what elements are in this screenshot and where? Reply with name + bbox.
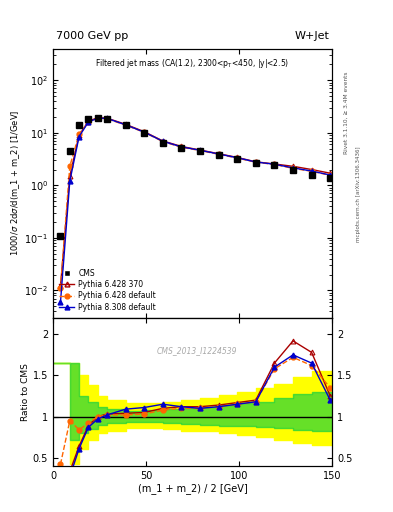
Y-axis label: Ratio to CMS: Ratio to CMS (21, 363, 30, 421)
Text: W+Jet: W+Jet (294, 31, 329, 40)
X-axis label: (m_1 + m_2) / 2 [GeV]: (m_1 + m_2) / 2 [GeV] (138, 483, 248, 495)
Text: CMS_2013_I1224539: CMS_2013_I1224539 (156, 346, 237, 355)
Y-axis label: 1000/$\sigma$ 2d$\sigma$/d(m_1 + m_2) [1/GeV]: 1000/$\sigma$ 2d$\sigma$/d(m_1 + m_2) [1… (9, 110, 22, 257)
Text: mcplots.cern.ch [arXiv:1306.3436]: mcplots.cern.ch [arXiv:1306.3436] (356, 147, 361, 242)
Legend: CMS, Pythia 6.428 370, Pythia 6.428 default, Pythia 8.308 default: CMS, Pythia 6.428 370, Pythia 6.428 defa… (57, 267, 158, 314)
Text: 7000 GeV pp: 7000 GeV pp (56, 31, 128, 40)
Text: Rivet 3.1.10, ≥ 3.4M events: Rivet 3.1.10, ≥ 3.4M events (344, 71, 349, 154)
Text: Filtered jet mass (CA(1.2), 2300<p$_{\rm T}$<450, |y|<2.5): Filtered jet mass (CA(1.2), 2300<p$_{\rm… (95, 57, 290, 70)
